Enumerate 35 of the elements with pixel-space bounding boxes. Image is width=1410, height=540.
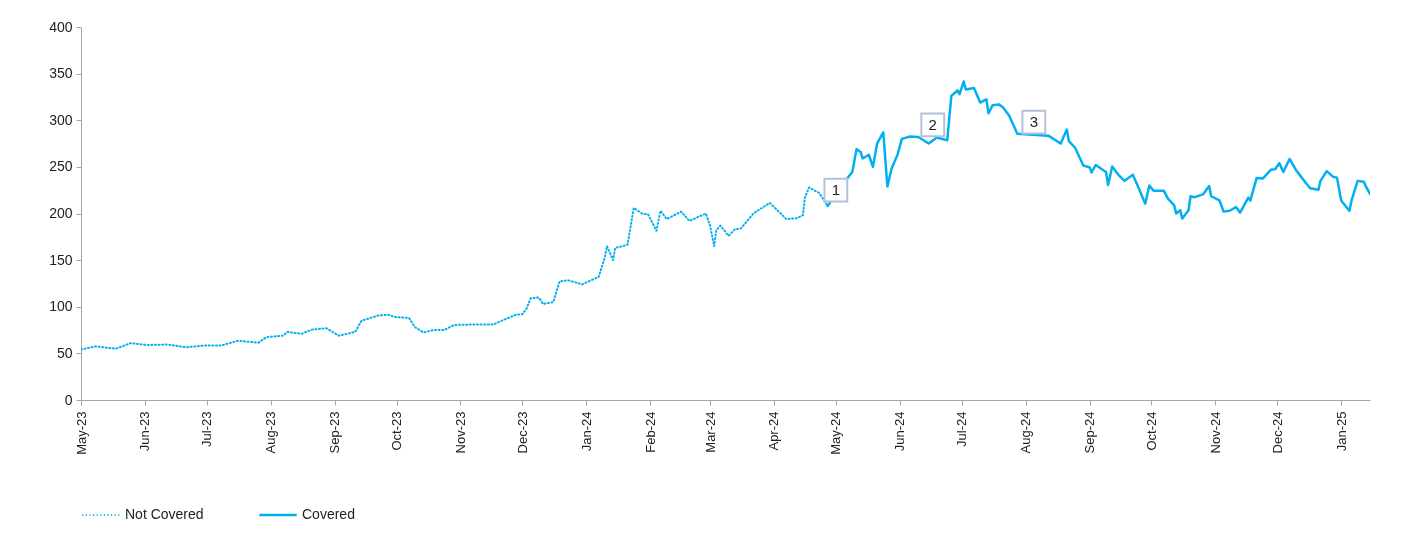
x-tick-label: Jul-23 [199,411,215,447]
legend-label: Not Covered [125,506,204,522]
y-tick-label: 400 [49,18,73,35]
x-tick-label: Apr-24 [766,411,782,451]
x-tick-label: Jan-25 [1333,411,1349,452]
x-tick-label: Jun-23 [137,411,153,452]
x-tick-label: Nov-23 [452,411,468,454]
y-tick-label: 200 [49,205,73,221]
x-tick-label: Jan-24 [578,411,594,452]
x-tick-label: Aug-23 [263,411,279,454]
x-tick-label: Dec-24 [1269,411,1285,454]
x-tick-label: Dec-23 [514,411,530,454]
y-tick-label: 0 [64,391,73,408]
x-tick-label: Sep-24 [1082,411,1098,454]
x-tick-label: Nov-24 [1207,411,1223,454]
y-tick-label: 150 [49,251,73,268]
x-tick-label: Mar-24 [702,411,718,453]
y-tick-label: 350 [49,65,73,82]
y-tick-label: 100 [49,298,73,315]
annotation: 2 [928,115,937,133]
x-tick-label: Feb-24 [642,411,658,453]
x-tick-label: Jun-24 [892,411,908,452]
y-tick-label: 300 [49,111,73,128]
x-tick-label: Aug-24 [1018,411,1034,454]
x-tick-label: Oct-23 [389,411,405,451]
legend-label: Covered [302,506,355,522]
x-tick-label: May-24 [828,411,844,455]
annotation: 1 [831,181,841,199]
x-tick-label: Jul-24 [954,411,970,447]
x-tick-label: Oct-24 [1143,411,1159,451]
y-tick-label: 250 [49,158,73,175]
y-tick-label: 50 [56,344,73,361]
x-tick-label: May-23 [73,411,89,455]
x-tick-label: Sep-23 [327,411,343,454]
annotation: 3 [1029,113,1038,131]
